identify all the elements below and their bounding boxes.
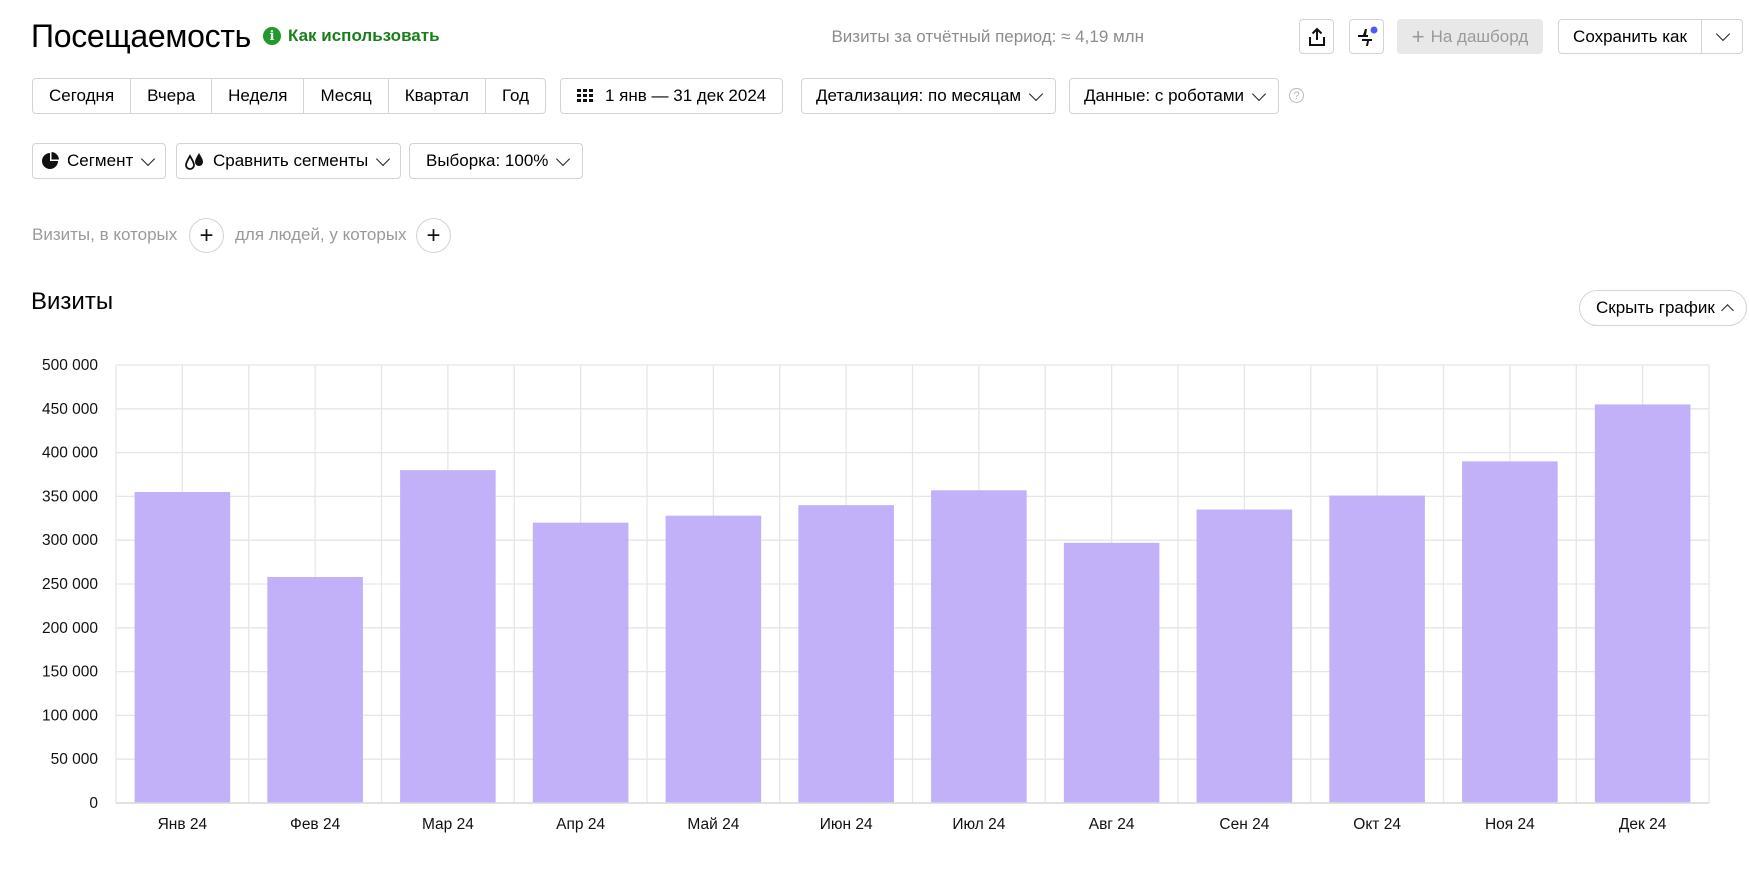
chevron-down-icon [376,151,391,166]
period-selector: Сегодня Вчера Неделя Месяц Квартал Год [32,78,547,114]
x-tick-label: Июл 24 [952,816,1005,833]
bar[interactable] [532,522,629,803]
bar[interactable] [134,492,231,803]
chevron-down-icon [1029,86,1044,101]
y-tick-label: 150 000 [42,664,98,681]
plus-icon: + [1411,23,1425,49]
x-tick-label: Янв 24 [158,816,208,833]
bar[interactable] [400,470,496,803]
visits-total: Визиты за отчётный период: ≈ 4,19 млн [831,27,1144,46]
bar[interactable] [267,576,363,803]
x-tick-label: Сен 24 [1219,816,1269,833]
period-yesterday[interactable]: Вчера [131,79,213,113]
x-tick-label: Мар 24 [422,816,474,833]
y-tick-label: 300 000 [42,532,98,549]
x-tick-label: Май 24 [687,816,739,833]
feedback-button[interactable] [1349,19,1384,54]
how-to-use-label: Как использовать [288,26,440,45]
pie-chart-icon [42,152,59,169]
x-tick-label: Фев 24 [290,816,341,833]
page-title: Посещаемость [31,18,252,54]
sample-label: Выборка: 100% [426,151,549,170]
period-quarter[interactable]: Квартал [389,79,486,113]
x-tick-label: Апр 24 [556,816,605,833]
add-people-filter-button[interactable]: + [416,218,451,253]
visits-filter-label: Визиты, в которых [32,225,178,244]
y-tick-label: 400 000 [42,445,98,462]
share-icon [1308,27,1325,46]
x-tick-label: Июн 24 [820,816,873,833]
y-tick-label: 100 000 [42,707,98,724]
hide-chart-label: Скрыть график [1596,298,1715,317]
bar[interactable] [798,505,894,803]
y-tick-label: 350 000 [42,488,98,505]
bar[interactable] [1329,495,1425,803]
data-mode-dropdown[interactable]: Данные: с роботами [1069,78,1280,114]
add-to-dashboard-label: На дашборд [1430,26,1529,46]
chevron-up-icon [1720,303,1734,317]
x-tick-label: Окт 24 [1353,816,1401,833]
save-as-button[interactable]: Сохранить как [1558,19,1743,54]
save-as-label[interactable]: Сохранить как [1559,20,1702,53]
y-tick-label: 0 [89,795,98,812]
detail-dropdown[interactable]: Детализация: по месяцам [801,78,1057,114]
period-today[interactable]: Сегодня [33,79,132,113]
add-to-dashboard-button[interactable]: + На дашборд [1397,19,1543,54]
help-icon[interactable]: ? [1289,88,1304,103]
bar[interactable] [931,490,1027,803]
thumbs-icon [1357,26,1377,46]
chevron-down-icon [1251,86,1267,101]
y-tick-label: 450 000 [42,401,98,418]
date-range-label: 1 янв — 31 дек 2024 [605,86,767,105]
chevron-down-icon [1715,26,1731,42]
bar[interactable] [1196,509,1293,803]
period-week[interactable]: Неделя [212,79,305,113]
add-visits-filter-button[interactable]: + [189,218,224,253]
x-tick-label: Ноя 24 [1485,816,1535,833]
hide-chart-button[interactable]: Скрыть график [1579,290,1747,326]
bar[interactable] [1063,542,1160,803]
chart-title: Визиты [31,288,114,315]
segment-dropdown[interactable]: Сегмент [32,143,167,179]
how-to-use-link[interactable]: i Как использовать [263,26,440,46]
people-filter-label: для людей, у которых [235,225,407,244]
chevron-down-icon [141,151,156,166]
calendar-icon [577,89,593,102]
y-tick-label: 50 000 [51,751,99,768]
date-range-button[interactable]: 1 янв — 31 дек 2024 [560,78,784,114]
compare-segments-label: Сравнить сегменты [213,151,369,170]
detail-label: Детализация: по месяцам [816,86,1022,105]
visits-bar-chart: 0 50 000 100 000 150 000 200 000 250 000 300 0… [42,357,1710,833]
share-button[interactable] [1299,19,1334,54]
compare-segments-dropdown[interactable]: Сравнить сегменты [176,143,402,179]
bar[interactable] [1462,461,1558,803]
y-tick-label: 200 000 [42,620,98,637]
y-tick-label: 500 000 [42,357,98,374]
data-mode-label: Данные: с роботами [1084,86,1245,105]
bar[interactable] [1594,404,1691,803]
bar[interactable] [665,515,762,803]
period-year[interactable]: Год [501,86,530,105]
info-icon: i [263,27,281,45]
y-tick-label: 250 000 [42,576,98,593]
x-tick-label: Дек 24 [1619,816,1667,833]
sample-dropdown[interactable]: Выборка: 100% [409,143,584,179]
segment-label: Сегмент [67,151,134,170]
x-tick-label: Авг 24 [1089,816,1135,833]
drops-icon [185,153,203,170]
chevron-down-icon [556,151,571,166]
period-month[interactable]: Месяц [304,79,389,113]
save-as-dropdown[interactable] [1702,20,1742,53]
